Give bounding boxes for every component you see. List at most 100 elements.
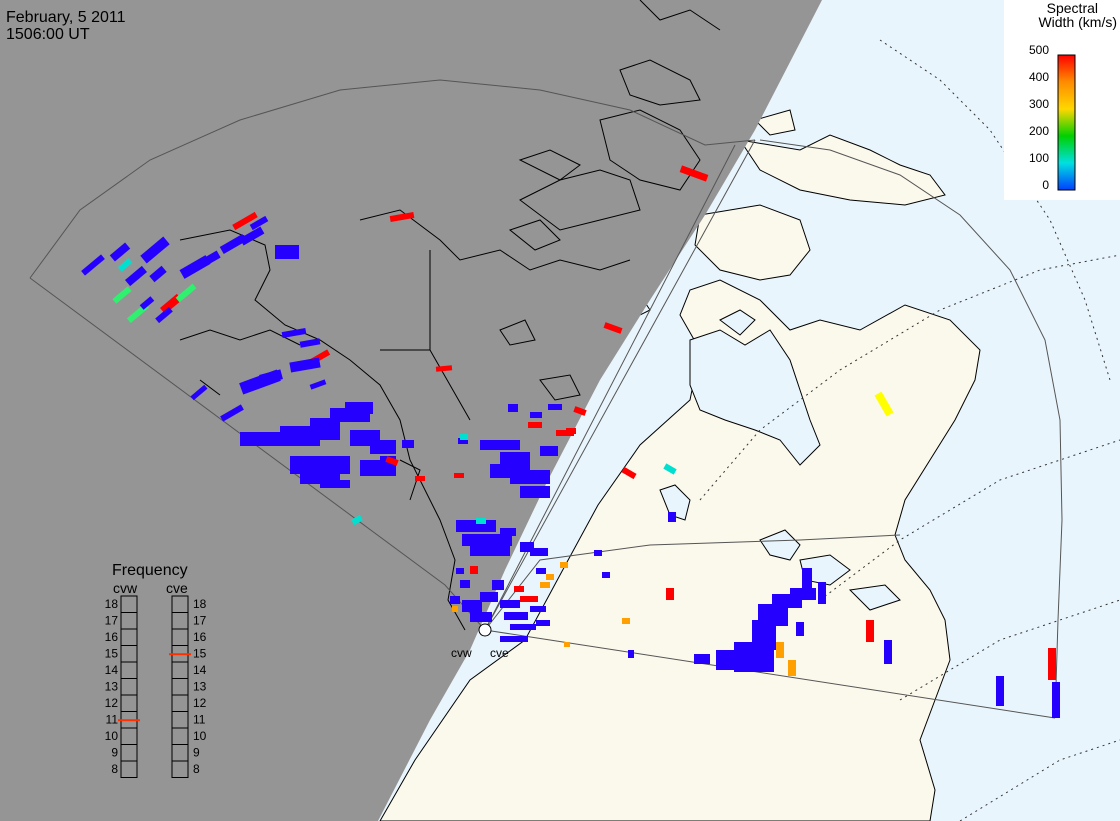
backscatter-cell xyxy=(360,460,380,476)
frequency-scale-label: 14 xyxy=(193,663,207,677)
backscatter-cell xyxy=(500,528,516,536)
backscatter-cell xyxy=(351,514,363,526)
backscatter-cell xyxy=(454,473,464,478)
backscatter-cell xyxy=(480,592,498,602)
timestamp: February, 5 2011 1506:00 UT xyxy=(6,9,126,43)
frequency-radar-west-label: cvw xyxy=(113,580,138,596)
backscatter-cell xyxy=(470,612,492,622)
backscatter-cell xyxy=(668,512,676,522)
backscatter-cell xyxy=(504,612,528,620)
frequency-scale-label: 18 xyxy=(193,597,207,611)
frequency-scale-label: 12 xyxy=(105,696,119,710)
frequency-scale-label: 15 xyxy=(193,647,207,661)
backscatter-cell xyxy=(528,422,542,428)
frequency-scale-label: 15 xyxy=(105,647,119,661)
backscatter-cell xyxy=(470,546,510,556)
backscatter-cell xyxy=(492,580,504,590)
backscatter-cell xyxy=(160,293,182,315)
backscatter-cell xyxy=(796,622,804,636)
lakes xyxy=(619,294,901,611)
backscatter-cell xyxy=(480,440,520,450)
backscatter-cell xyxy=(435,365,453,372)
frequency-scale-label: 12 xyxy=(193,696,207,710)
frequency-scale-label: 16 xyxy=(193,630,207,644)
backscatter-cell xyxy=(125,265,147,287)
frequency-scale-label: 9 xyxy=(193,746,200,760)
backscatter-cell xyxy=(458,438,468,444)
backscatter-cell xyxy=(402,440,414,448)
backscatter-cell xyxy=(679,165,709,182)
backscatter-cell xyxy=(239,226,265,246)
backscatter-cell xyxy=(345,402,373,414)
backscatter-cell xyxy=(508,404,518,412)
backscatter-cell xyxy=(281,327,307,339)
frequency-scale-label: 8 xyxy=(193,762,200,776)
backscatter-cell xyxy=(476,518,486,524)
backscatter-cell xyxy=(663,463,677,475)
frequency-scale-label: 18 xyxy=(105,597,119,611)
backscatter-cell xyxy=(452,606,458,612)
backscatter-cell xyxy=(219,234,247,254)
backscatter-cell xyxy=(622,618,630,624)
frequency-scale-label: 11 xyxy=(193,713,206,727)
backscatter-cell xyxy=(874,391,894,417)
backscatter-cell xyxy=(530,606,546,612)
backscatter-cell xyxy=(514,586,524,592)
backscatter-cell xyxy=(500,600,520,608)
backscatter-cell xyxy=(310,418,340,440)
backscatter-cell xyxy=(149,265,167,283)
backscatter-cell xyxy=(462,534,512,546)
backscatter-cell xyxy=(175,283,197,303)
backscatter-cell xyxy=(117,258,133,272)
legend-tick-label: 500 xyxy=(1029,43,1049,57)
backscatter-cell xyxy=(109,242,131,262)
legend-tick-label: 200 xyxy=(1029,124,1049,138)
station-label-west: cvw xyxy=(451,646,472,660)
backscatter-cell xyxy=(556,430,574,436)
backscatter-cell xyxy=(788,660,796,676)
backscatter-cell xyxy=(520,542,534,552)
radar-stations: cvw cve xyxy=(451,623,509,660)
backscatter-cell xyxy=(548,404,562,410)
night-shadow xyxy=(0,0,822,821)
backscatter-cell xyxy=(289,357,321,373)
frequency-scale-label: 17 xyxy=(193,614,207,628)
backscatter-cell xyxy=(520,486,550,498)
backscatter-cell xyxy=(602,572,610,578)
backscatter-cell xyxy=(290,456,350,474)
backscatter-cell xyxy=(300,474,340,484)
backscatter-cell xyxy=(385,456,399,466)
backscatter-cell xyxy=(694,654,710,664)
backscatter-cell xyxy=(546,574,554,580)
backscatter-cell xyxy=(389,211,415,223)
backscatter-cell xyxy=(81,254,105,276)
coastlines-night xyxy=(179,0,721,631)
color-legend: Spectral Width (km/s) 500 400 300 200 100 0 xyxy=(1004,0,1120,200)
backscatter-cell xyxy=(510,624,536,630)
backscatter-cell xyxy=(190,384,208,401)
backscatter-cells xyxy=(81,165,1060,718)
backscatter-cell xyxy=(776,642,784,658)
geographic-grid xyxy=(699,39,1120,821)
station-label-east: cve xyxy=(490,646,509,660)
legend-tick-label: 0 xyxy=(1042,178,1049,192)
backscatter-cell xyxy=(450,596,460,604)
legend-tick-label: 300 xyxy=(1029,97,1049,111)
backscatter-cell xyxy=(155,306,173,324)
backscatter-cell xyxy=(370,440,396,454)
backscatter-cell xyxy=(540,446,558,456)
frequency-radar-east-label: cve xyxy=(166,580,188,596)
frequency-scale-label: 13 xyxy=(105,680,119,694)
station-marker xyxy=(478,623,492,637)
backscatter-cell xyxy=(220,404,244,422)
backscatter-cell xyxy=(199,250,221,268)
legend-gradient-bar xyxy=(1057,54,1076,191)
legend-tick-label: 100 xyxy=(1029,151,1049,165)
backscatter-cell xyxy=(996,676,1004,706)
backscatter-cell xyxy=(140,236,170,264)
backscatter-cell xyxy=(275,245,299,259)
legend-title-line2: Width (km/s) xyxy=(1038,14,1117,30)
date-label: February, 5 2011 xyxy=(6,9,126,26)
frequency-scale-label: 10 xyxy=(193,729,207,743)
backscatter-cell xyxy=(320,480,350,488)
